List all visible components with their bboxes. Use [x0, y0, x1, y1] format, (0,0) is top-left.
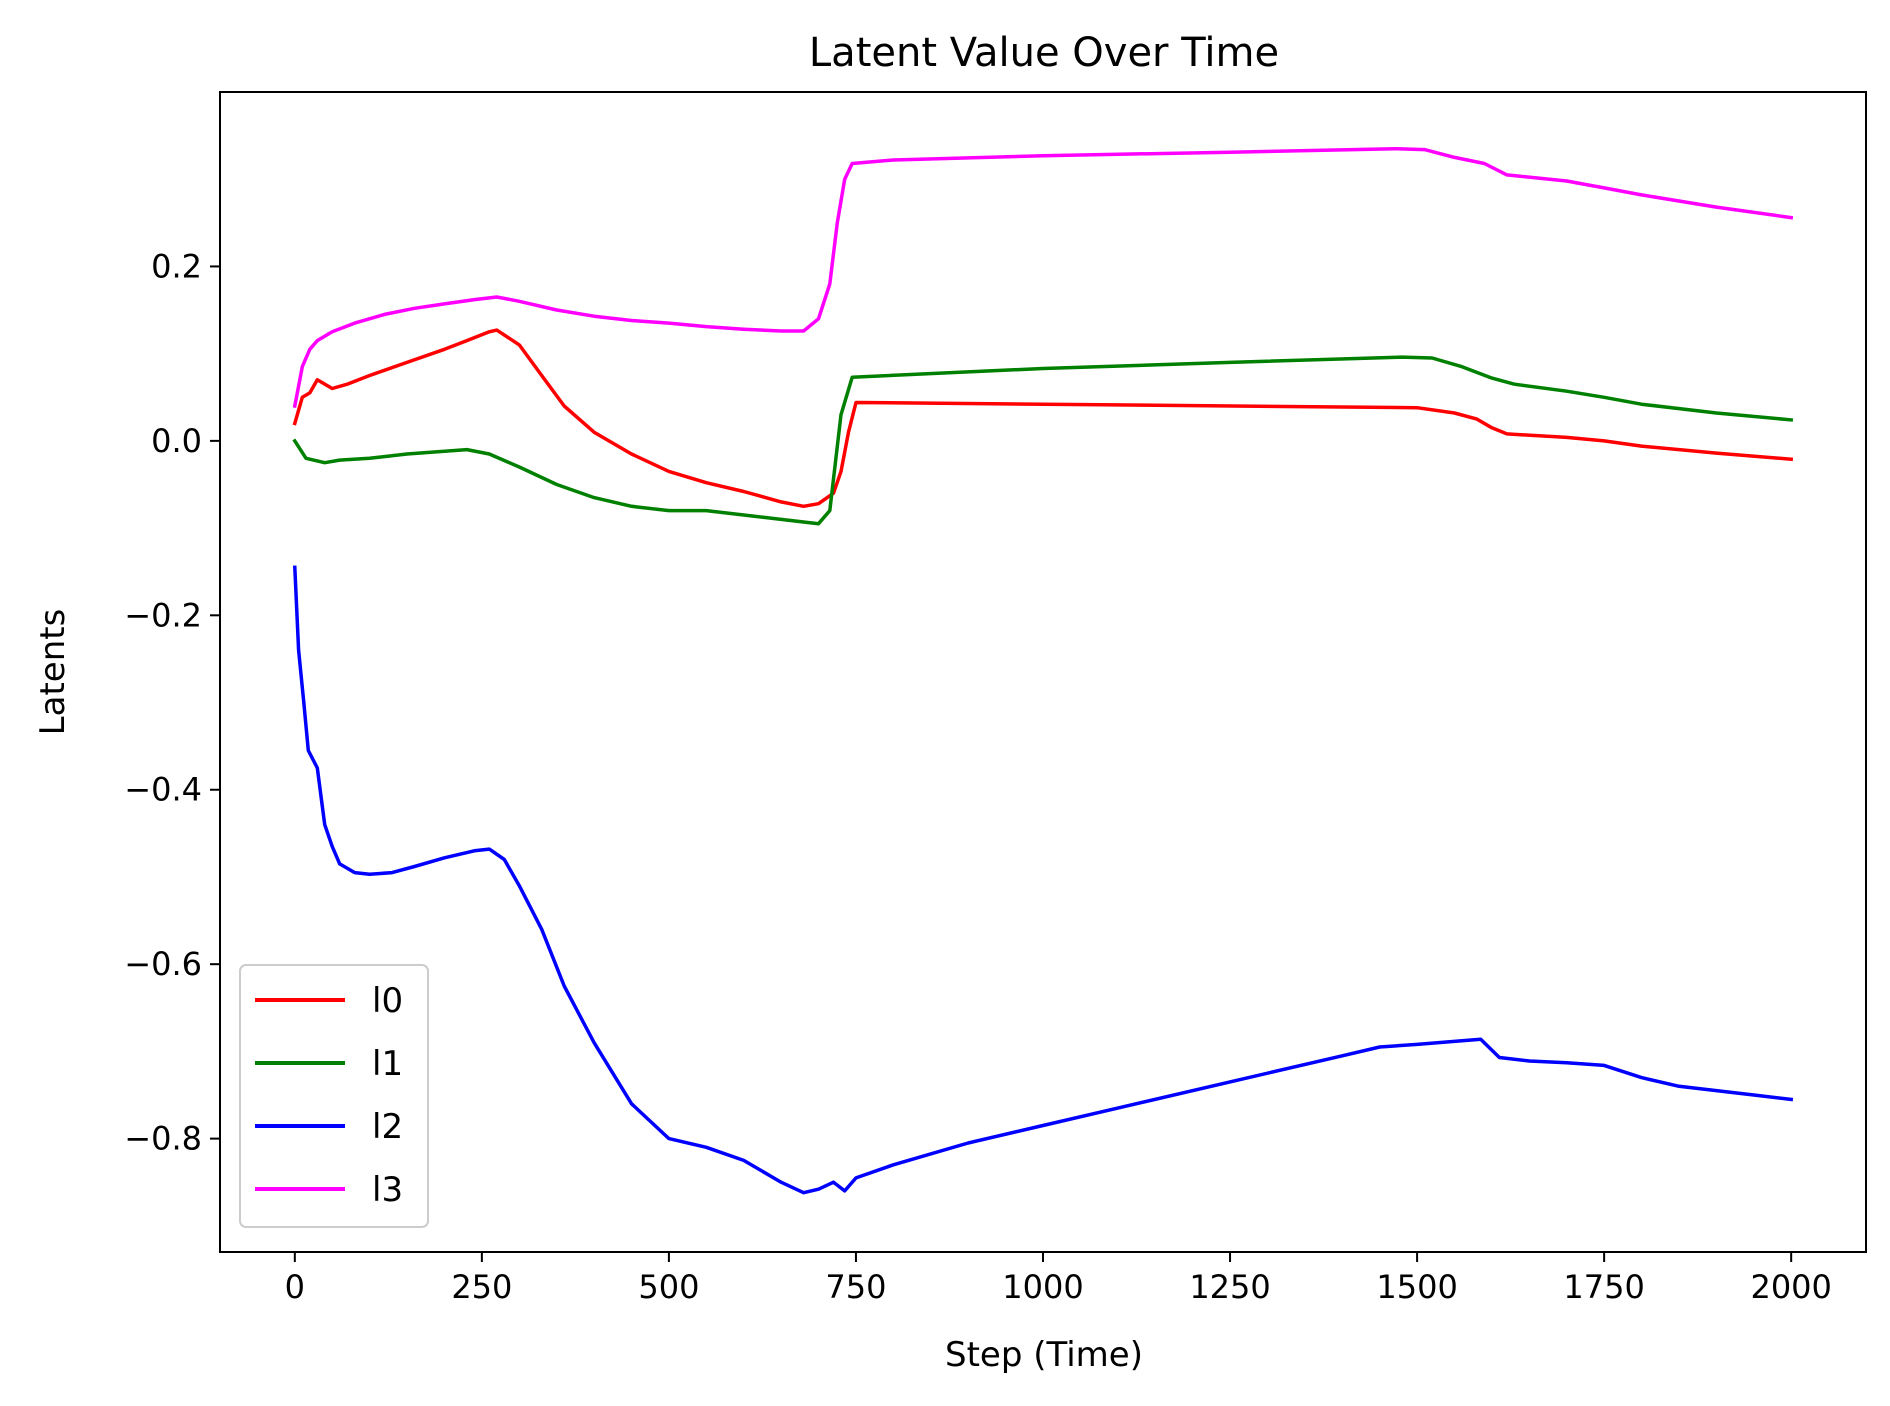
x-axis-label: Step (Time) — [945, 1335, 1143, 1375]
x-tick-label: 1500 — [1376, 1268, 1457, 1306]
axes-frame — [219, 91, 1867, 1253]
x-tick-label: 1250 — [1189, 1268, 1270, 1306]
y-tick-label: −0.6 — [124, 945, 202, 983]
y-tick-label: 0.2 — [151, 247, 202, 285]
series-line-l1 — [292, 355, 1794, 526]
y-axis: 0.2 0.0 −0.2 −0.4 −0.6 −0.8 — [124, 247, 220, 1158]
chart-title: Latent Value Over Time — [809, 30, 1279, 76]
y-tick-label: −0.4 — [124, 771, 202, 809]
series-line-l3 — [292, 146, 1794, 409]
y-tick-label: −0.2 — [124, 596, 202, 634]
x-tick-label: 250 — [451, 1268, 512, 1306]
legend-box — [239, 964, 429, 1228]
legend-label-l3: l3 — [372, 1170, 403, 1210]
legend-label-l2: l2 — [372, 1107, 403, 1147]
legend-label-l1: l1 — [372, 1044, 403, 1084]
y-tick-label: 0.0 — [151, 422, 202, 460]
x-tick-label: 1750 — [1563, 1268, 1644, 1306]
legend-items: l0 l1 l2 l3 — [255, 981, 403, 1210]
y-axis-label: Latents — [33, 609, 73, 736]
x-axis: 0 250 500 750 1000 1250 1500 1750 2000 — [285, 1252, 1832, 1306]
plot-area — [219, 91, 1867, 1253]
x-tick-label: 1000 — [1002, 1268, 1083, 1306]
series-layer — [292, 146, 1794, 1195]
legend-label-l0: l0 — [372, 981, 403, 1021]
x-tick-label: 2000 — [1750, 1268, 1831, 1306]
series-line-l2 — [292, 565, 1794, 1195]
x-tick-label: 0 — [285, 1268, 305, 1306]
x-tick-label: 500 — [638, 1268, 699, 1306]
y-tick-label: −0.8 — [124, 1120, 202, 1158]
series-line-l0 — [292, 328, 1794, 509]
x-tick-label: 750 — [825, 1268, 886, 1306]
legend: l0 l1 l2 l3 — [239, 964, 429, 1228]
